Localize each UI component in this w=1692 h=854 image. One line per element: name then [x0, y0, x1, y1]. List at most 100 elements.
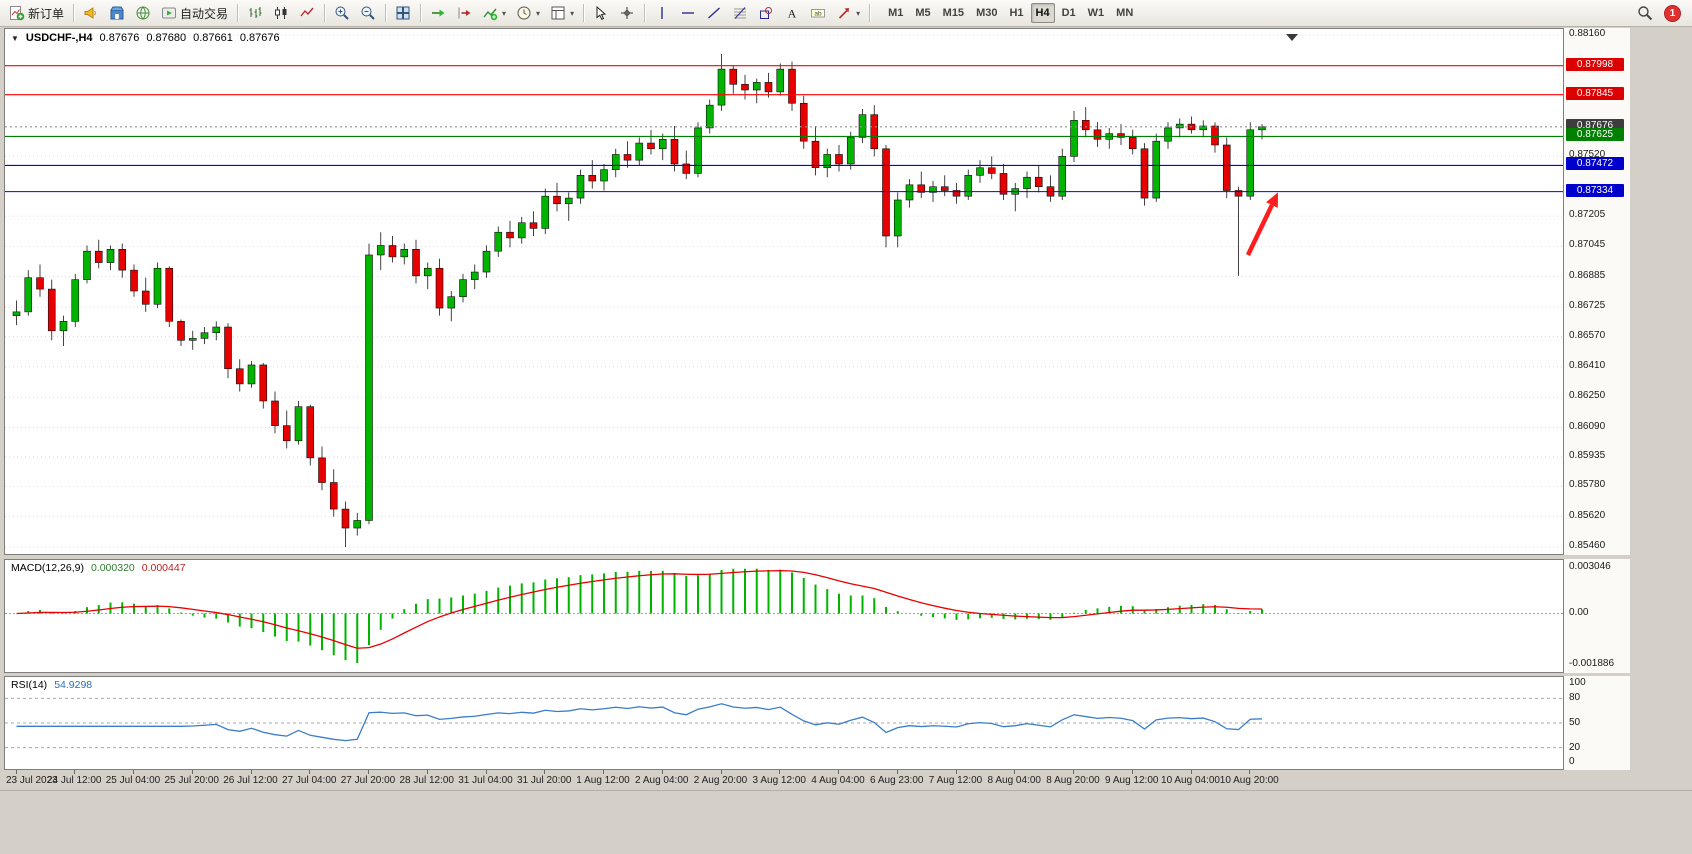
candle-body [459, 279, 467, 297]
tile-windows-button[interactable] [391, 2, 415, 24]
candle-body [905, 184, 914, 201]
candle-body [470, 271, 479, 280]
horizontal-line-button[interactable] [676, 2, 700, 24]
time-label: 4 Aug 04:00 [811, 775, 865, 786]
candle-body [106, 248, 115, 263]
chart-shift-button[interactable] [452, 2, 476, 24]
candle-body [752, 82, 761, 91]
price-tag: 0.87472 [1566, 157, 1624, 171]
macd-canvas[interactable] [5, 560, 1563, 672]
arrows-button[interactable]: ▾ [832, 2, 864, 24]
line-chart-button[interactable] [295, 2, 319, 24]
vertical-line-button[interactable] [650, 2, 674, 24]
text-button[interactable]: A [780, 2, 804, 24]
market-button[interactable] [105, 2, 129, 24]
rsi-value: 54.9298 [54, 679, 93, 691]
candle-body [271, 400, 279, 426]
rsi-axis-label: 20 [1569, 741, 1581, 753]
timeframe-m1[interactable]: M1 [883, 3, 908, 23]
megaphone-icon [83, 5, 99, 21]
candle-body [447, 296, 456, 309]
candle-body [24, 277, 33, 313]
trendline-button[interactable] [702, 2, 726, 24]
macd-axis[interactable]: 0.003046 0.00 -0.001886 [1564, 559, 1630, 673]
fibonacci-button[interactable] [728, 2, 752, 24]
collapse-chart-icon[interactable]: ▼ [11, 33, 19, 43]
bar-chart-button[interactable] [243, 2, 267, 24]
price-axis[interactable]: 0.88160 0.87520 0.87205 0.87045 0.86885 0.867… [1564, 28, 1630, 555]
candle-body [1164, 127, 1172, 142]
cursor-button[interactable] [589, 2, 613, 24]
auto-scroll-button[interactable] [426, 2, 450, 24]
main-chart-canvas[interactable] [5, 29, 1563, 554]
periods-button[interactable]: ▾ [512, 2, 544, 24]
candle-body [482, 250, 491, 273]
candle-body [259, 364, 268, 402]
time-tick [720, 770, 722, 774]
candlestick-button[interactable] [269, 2, 293, 24]
zoom-in-button[interactable] [330, 2, 354, 24]
timeframe-w1[interactable]: W1 [1083, 3, 1110, 23]
timeframe-h4[interactable]: H4 [1030, 3, 1055, 23]
search-button[interactable] [1633, 2, 1657, 24]
candle-body [59, 321, 68, 332]
status-bar [0, 790, 1692, 854]
vertical-line-icon [654, 5, 670, 21]
templates-button[interactable]: ▾ [546, 2, 578, 24]
autotrading-button[interactable]: 自动交易 [157, 2, 232, 24]
timeframe-mn[interactable]: MN [1111, 3, 1138, 23]
text-label-button[interactable]: ab [806, 2, 830, 24]
notification-badge[interactable]: 1 [1665, 5, 1680, 21]
low-value: 0.87661 [193, 32, 233, 44]
timeframe-m5[interactable]: M5 [910, 3, 935, 23]
candle-body [823, 154, 832, 169]
indicators-button[interactable]: ▾ [478, 2, 510, 24]
chart-shift-marker [1286, 34, 1298, 41]
candle-body [1058, 156, 1067, 197]
candle-body [1199, 125, 1208, 131]
candle-body [282, 425, 291, 442]
timeframe-d1[interactable]: D1 [1057, 3, 1081, 23]
time-tick [426, 770, 428, 774]
candle-body [1023, 176, 1031, 189]
price-tick: 0.85780 [1569, 479, 1606, 491]
autotrading-button-label: 自动交易 [180, 6, 229, 21]
candle-body [694, 127, 702, 174]
time-label: 25 Jul 20:00 [164, 775, 220, 786]
rsi-axis[interactable]: 100 80 50 20 0 [1564, 676, 1630, 770]
time-axis[interactable]: 23 Jul 2023 24 Jul 12:00 25 Jul 04:00 25 Ju… [4, 770, 1564, 790]
candle-body [188, 338, 197, 341]
timeframe-h1[interactable]: H1 [1004, 3, 1028, 23]
community-button[interactable] [131, 2, 155, 24]
time-tick [485, 770, 487, 774]
new-order-button[interactable]: 新订单 [5, 2, 68, 24]
chart-ohlc-label: ▼ USDCHF-,H4 0.87676 0.87680 0.87661 0.8… [11, 32, 280, 44]
rsi-panel[interactable]: RSI(14) 54.9298 [4, 676, 1564, 770]
toolbar-separator [869, 4, 871, 22]
candle-body [1117, 133, 1125, 138]
candle-body [764, 82, 773, 93]
candle-body [564, 197, 573, 205]
timeframe-m15[interactable]: M15 [938, 3, 969, 23]
candle-body [247, 364, 256, 385]
macd-main-value: 0.000320 [90, 562, 135, 574]
time-tick [1073, 770, 1074, 774]
signals-button[interactable] [79, 2, 103, 24]
rsi-axis-label: 50 [1569, 717, 1581, 728]
rsi-canvas[interactable] [5, 677, 1563, 769]
shapes-button[interactable] [754, 2, 778, 24]
timeframe-m30[interactable]: M30 [971, 3, 1002, 23]
toolbar-separator [237, 4, 239, 22]
zoom-out-button[interactable] [356, 2, 380, 24]
crosshair-button[interactable] [615, 2, 639, 24]
main-chart-panel[interactable]: ▼ USDCHF-,H4 0.87676 0.87680 0.87661 0.8… [4, 28, 1564, 555]
candle-body [47, 288, 56, 332]
candle-body [177, 321, 185, 341]
time-tick [250, 770, 252, 774]
clock-icon [516, 5, 532, 21]
chart-shift-icon [456, 5, 472, 21]
auto-scroll-icon [430, 5, 446, 21]
macd-panel[interactable]: MACD(12,26,9) 0.000320 0.000447 [4, 559, 1564, 673]
candle-body [412, 248, 420, 277]
